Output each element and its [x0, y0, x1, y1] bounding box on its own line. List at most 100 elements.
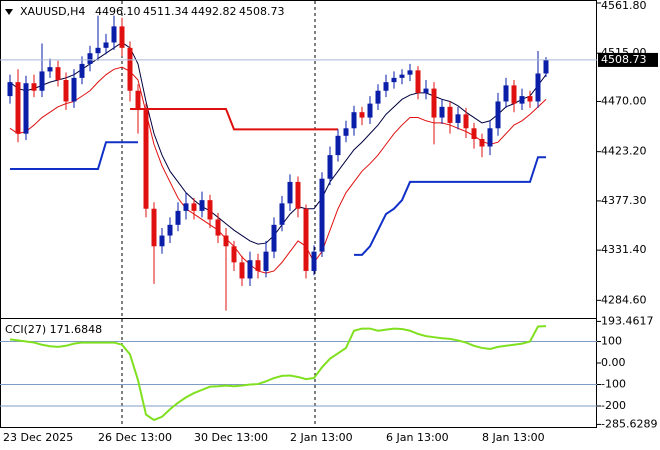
candle-body [543, 59, 549, 74]
indicator-line [9, 325, 547, 422]
candle-body [23, 83, 29, 134]
candle-body [47, 67, 53, 72]
last-price-box [598, 52, 658, 67]
x-tick-label: 8 Jan 13:00 [482, 431, 545, 444]
candle-body [319, 178, 325, 252]
y-tick-label: 4284.60 [601, 293, 647, 306]
candle-body [287, 181, 293, 204]
candle-body [479, 139, 485, 147]
y-tick-label: -100 [601, 377, 626, 390]
candle-body [359, 112, 365, 118]
x-tick-label: 6 Jan 13:00 [386, 431, 449, 444]
y-tick-label: 4423.20 [601, 145, 647, 158]
x-tick-label: 23 Dec 2025 [3, 431, 73, 444]
candle-body [407, 70, 413, 75]
candle-body [367, 103, 373, 118]
indicator-line [354, 156, 546, 256]
candle-body [39, 71, 45, 91]
candle-body [439, 106, 445, 118]
symbol-icon [5, 9, 13, 15]
candle-body [183, 203, 189, 211]
y-tick-label: 4470.00 [601, 94, 647, 107]
candle-body [151, 208, 157, 247]
candle-body [135, 90, 141, 111]
indicator-line [10, 141, 138, 171]
candle-body [231, 246, 237, 263]
candle-body [247, 260, 253, 279]
candle-body [455, 114, 461, 123]
ohlc-high: 4511.34 [143, 5, 189, 18]
indicator-line [9, 66, 547, 274]
candle-body [279, 203, 285, 225]
candle-body [263, 251, 269, 271]
candle-body [463, 114, 469, 129]
candle-body [119, 26, 125, 48]
frame [0, 0, 597, 428]
symbol-title: XAUUSD,H4 [20, 5, 85, 18]
candle-body [159, 235, 165, 247]
candle-body [143, 110, 149, 209]
candle-body [423, 88, 429, 93]
y-tick-label: 0.00 [601, 356, 626, 369]
indicator-line [130, 107, 338, 131]
candle-body [167, 224, 173, 236]
x-tick-label: 30 Dec 13:00 [194, 431, 268, 444]
candle-body [519, 96, 525, 104]
candle-body [343, 128, 349, 136]
candle-body [127, 47, 133, 91]
candle-body [375, 90, 381, 104]
candle-body [335, 135, 341, 156]
candle-body [215, 219, 221, 236]
candle-body [511, 85, 517, 104]
candle-body [391, 77, 397, 83]
candle-body [15, 82, 21, 134]
candle-body [311, 251, 317, 271]
candle-body [7, 82, 13, 97]
candle-body [351, 112, 357, 129]
last-price-label: 4508.73 [601, 53, 647, 66]
indicator-line [9, 41, 547, 245]
candle-body [87, 53, 93, 64]
candle-body [95, 47, 101, 54]
candle-body [495, 101, 501, 129]
candle-body [55, 67, 61, 81]
candle-body [175, 210, 181, 225]
candle-body [447, 106, 453, 123]
candle-body [111, 26, 117, 43]
y-tick-label: 100 [601, 334, 622, 347]
x-tick-label: 26 Dec 13:00 [98, 431, 172, 444]
candle-body [303, 208, 309, 271]
candle-body [431, 88, 437, 118]
candle-body [239, 262, 245, 279]
x-tick-label: 2 Jan 13:00 [290, 431, 353, 444]
candle-body [399, 74, 405, 78]
ohlc-low: 4492.82 [191, 5, 237, 18]
candle-body [71, 77, 77, 102]
candle-body [79, 63, 85, 78]
y-tick-label: 4331.40 [601, 243, 647, 256]
candle-body [535, 73, 541, 102]
candle-body [471, 128, 477, 140]
candle-body [271, 224, 277, 252]
y-tick-label: 193.4617 [601, 314, 654, 327]
ohlc-open: 4496.10 [95, 5, 141, 18]
candle-body [63, 80, 69, 102]
candle-body [327, 155, 333, 179]
candle-body [199, 200, 205, 211]
candle-body [503, 85, 509, 102]
candle-body [223, 235, 229, 247]
y-tick-label: 4561.80 [601, 0, 647, 12]
candle-body [383, 82, 389, 91]
y-tick-label: 4377.30 [601, 194, 647, 207]
y-tick-label: -285.6289 [601, 417, 657, 430]
indicator-title: CCI(27) 171.6848 [5, 323, 102, 336]
candle-body [295, 181, 301, 209]
candle-body [487, 128, 493, 147]
candle-body [255, 260, 261, 271]
ohlc-close: 4508.73 [239, 5, 285, 18]
candle-body [31, 83, 37, 91]
candle-body [103, 42, 109, 48]
candle-body [207, 200, 213, 220]
